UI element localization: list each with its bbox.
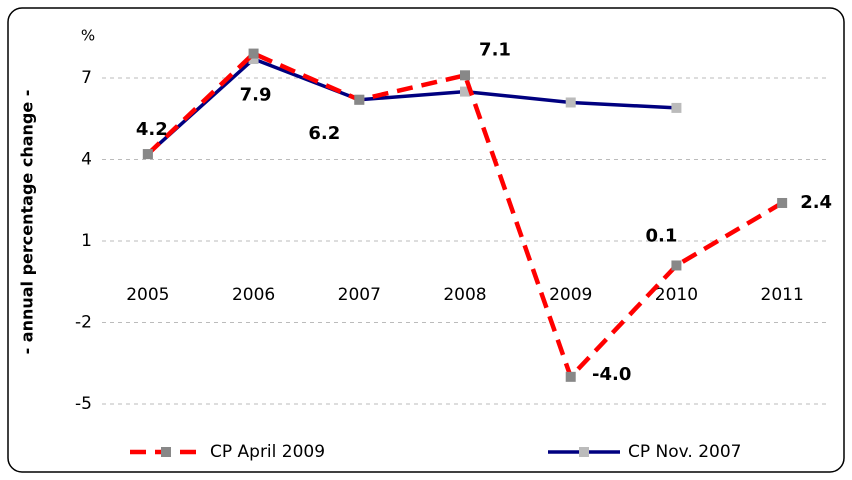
point-marker <box>248 54 259 65</box>
x-tick-label: 2009 <box>549 285 592 305</box>
point-marker <box>354 94 365 105</box>
x-tick-label: 2005 <box>126 285 169 305</box>
y-tick-label: 7 <box>81 68 92 88</box>
point-marker <box>671 102 682 113</box>
point-marker <box>142 149 153 160</box>
point-marker <box>565 371 576 382</box>
data-label: -4.0 <box>592 364 631 385</box>
legend-label: CP Nov. 2007 <box>628 442 741 462</box>
legend-label: CP April 2009 <box>210 442 325 462</box>
data-label: 6.2 <box>308 123 340 144</box>
x-tick-label: 2008 <box>443 285 486 305</box>
point-marker <box>565 97 576 108</box>
data-label: 4.2 <box>136 119 168 140</box>
point-marker <box>460 86 470 97</box>
data-label: 7.9 <box>240 85 272 106</box>
y-unit: % <box>81 27 95 45</box>
data-label: 0.1 <box>645 225 677 246</box>
point-marker <box>777 197 788 208</box>
data-label: 7.1 <box>479 39 511 60</box>
x-tick-label: 2010 <box>655 285 698 305</box>
x-tick-label: 2006 <box>232 285 275 305</box>
y-tick-label: 1 <box>81 231 92 251</box>
legend-marker <box>161 447 171 457</box>
series-line <box>146 56 677 156</box>
point-marker <box>460 70 470 81</box>
x-tick-label: 2011 <box>761 285 804 305</box>
point-marker <box>671 260 682 271</box>
point-marker <box>248 48 259 59</box>
data-label: 2.4 <box>800 192 832 213</box>
frame <box>7 7 845 473</box>
y-tick-label: -5 <box>75 394 92 414</box>
x-tick-label: 2007 <box>338 285 381 305</box>
y-tick-label: -2 <box>75 313 92 333</box>
y-axis-label: - annual percentage change - <box>18 90 37 355</box>
y-tick-label: 4 <box>81 150 92 170</box>
legend-marker <box>579 447 589 457</box>
